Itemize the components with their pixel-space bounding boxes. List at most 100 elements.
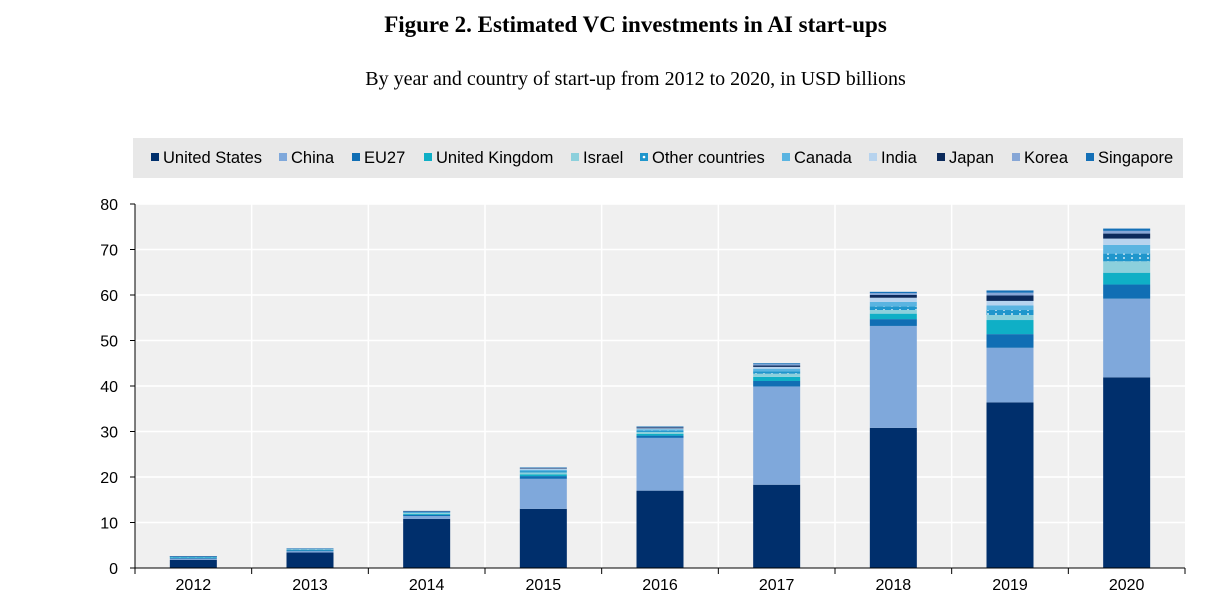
legend-swatch — [1012, 153, 1020, 161]
x-tick-label: 2016 — [642, 577, 678, 594]
legend-item-eu27: EU27 — [352, 149, 405, 167]
legend-swatch-dot — [642, 155, 646, 159]
bar-2016-other-countries — [636, 430, 684, 432]
bar-2016-united-kingdom — [636, 433, 684, 436]
legend-item-china: China — [279, 149, 335, 167]
bar-2018-singapore — [869, 291, 917, 294]
bar-2012-china — [169, 558, 217, 560]
bar-2017-united-kingdom — [753, 376, 801, 381]
bar-2016-israel — [636, 431, 684, 434]
legend-label: China — [291, 149, 335, 167]
bar-2013-china — [286, 551, 334, 553]
bar-2014-united-states — [403, 518, 451, 568]
bar-2016-china — [636, 437, 684, 491]
legend-swatch — [782, 153, 790, 161]
bar-2018-united-states — [869, 427, 917, 568]
x-tick-label: 2015 — [526, 577, 562, 594]
bar-2020-korea — [1103, 230, 1151, 234]
legend-swatch — [571, 153, 579, 161]
bar-2015-united-states — [519, 508, 567, 568]
legend-label: Canada — [794, 149, 853, 167]
y-axis-ticks: 0 10 20 30 40 50 60 70 80 — [100, 197, 135, 578]
bar-2017-singapore — [753, 363, 801, 365]
bar-2020-israel — [1103, 261, 1151, 273]
bar-2013-united-states — [286, 552, 334, 568]
x-tick-label: 2013 — [292, 577, 328, 594]
bar-2015-eu27 — [519, 476, 567, 479]
bar-2016-singapore — [636, 426, 684, 427]
bar-2012-singapore — [169, 556, 217, 557]
bar-2018-japan — [869, 295, 917, 298]
bar-2016-united-states — [636, 490, 684, 568]
legend-label: EU27 — [364, 149, 405, 167]
y-tick-label: 70 — [100, 243, 118, 260]
y-tick-label: 10 — [100, 516, 118, 533]
y-tick-label: 50 — [100, 334, 118, 351]
x-tick-label: 2017 — [759, 577, 795, 594]
bar-2016-eu27 — [636, 435, 684, 438]
legend-label: Japan — [949, 149, 994, 167]
y-tick-label: 30 — [100, 425, 118, 442]
bar-2020-united-kingdom — [1103, 272, 1151, 285]
bar-2019-eu27 — [986, 334, 1034, 348]
legend-background — [133, 138, 1183, 178]
bar-2018-israel — [869, 310, 917, 314]
chart-subtitle: By year and country of start-up from 201… — [365, 68, 906, 90]
bar-2015-korea — [519, 467, 567, 469]
x-tick-label: 2012 — [176, 577, 212, 594]
bar-2019-canada — [986, 305, 1034, 311]
bar-2015-india — [519, 468, 567, 470]
bar-2019-israel — [986, 315, 1034, 321]
bar-2014-eu27 — [403, 514, 451, 517]
bar-2018-china — [869, 325, 917, 428]
bar-2017-israel — [753, 373, 801, 377]
legend-label: Singapore — [1098, 149, 1173, 167]
bar-2018-eu27 — [869, 319, 917, 326]
bar-2014-other-countries — [403, 512, 451, 513]
bar-2012-united-kingdom — [169, 557, 217, 559]
bar-2015-china — [519, 478, 567, 509]
bar-2017-japan — [753, 365, 801, 367]
bar-2013-united-kingdom — [286, 549, 334, 551]
bars — [169, 228, 1151, 568]
legend-swatch — [424, 153, 432, 161]
bar-2020-singapore — [1103, 228, 1151, 231]
bar-2014-china — [403, 516, 451, 519]
legend-label: Korea — [1024, 149, 1069, 167]
legend-item-india: India — [869, 149, 918, 167]
bar-2014-singapore — [403, 510, 451, 512]
legend-label: United Kingdom — [436, 149, 553, 167]
bar-2019-united-states — [986, 402, 1034, 568]
bar-2018-other-countries — [869, 306, 917, 311]
bar-2015-japan — [519, 468, 567, 469]
bar-2017-eu27 — [753, 380, 801, 387]
bar-2018-united-kingdom — [869, 313, 917, 320]
bar-2019-korea — [986, 292, 1034, 296]
legend-swatch — [937, 153, 945, 161]
bar-2015-canada — [519, 469, 567, 472]
bar-2016-korea — [636, 426, 684, 428]
bar-2016-canada — [636, 429, 684, 431]
bar-2019-india — [986, 300, 1034, 306]
bar-2020-canada — [1103, 244, 1151, 254]
legend-item-japan: Japan — [937, 149, 994, 167]
bar-2017-united-states — [753, 484, 801, 568]
bar-2015-singapore — [519, 467, 567, 468]
legend-label: United States — [163, 149, 262, 167]
bar-2014-united-kingdom — [403, 513, 451, 515]
bar-2018-korea — [869, 293, 917, 295]
bar-2020-other-countries — [1103, 253, 1151, 262]
legend-swatch — [151, 153, 159, 161]
legend: United States China EU27 United Kingdom Isra… — [151, 149, 1173, 167]
legend-label: Israel — [583, 149, 623, 167]
bar-2016-japan — [636, 427, 684, 429]
bar-2019-singapore — [986, 290, 1034, 293]
bar-2020-china — [1103, 298, 1151, 378]
legend-swatch — [279, 153, 287, 161]
bar-2013-eu27 — [286, 550, 334, 552]
bar-2017-other-countries — [753, 371, 801, 374]
bar-2015-other-countries — [519, 471, 567, 473]
legend-item-korea: Korea — [1012, 149, 1069, 167]
x-tick-label: 2020 — [1109, 577, 1145, 594]
legend-item-singapore: Singapore — [1086, 149, 1173, 167]
